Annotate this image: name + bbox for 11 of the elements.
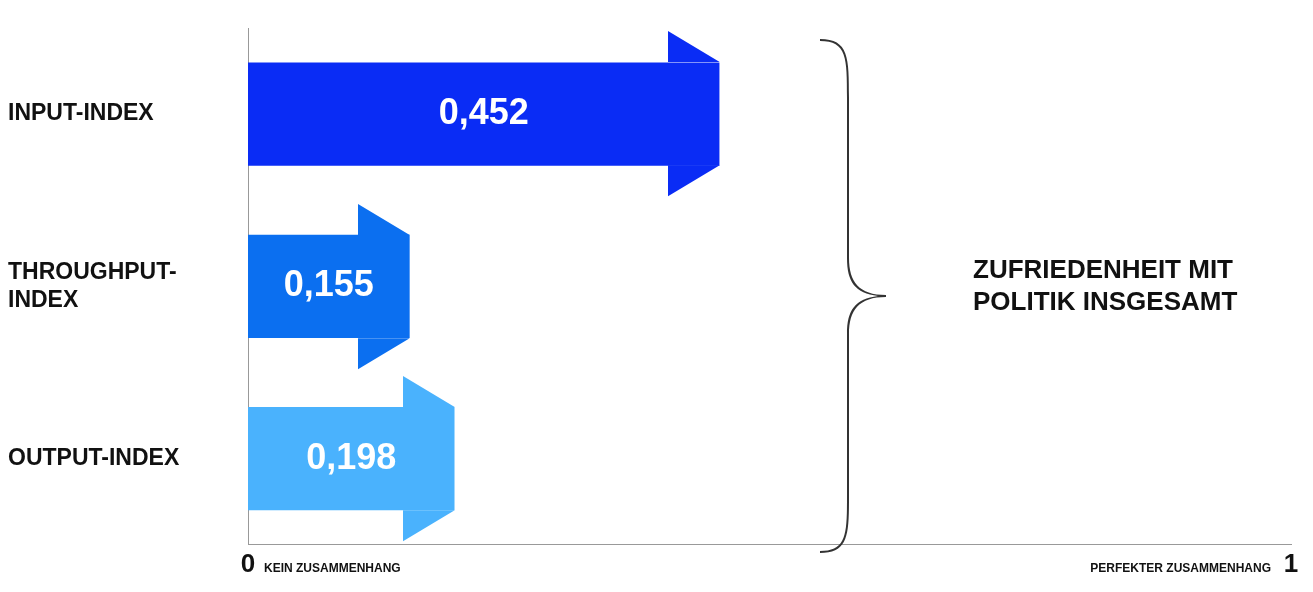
data-label: 0,452 [438, 91, 529, 133]
x-tick-label: 0 [240, 547, 256, 578]
annotation: ZUFRIEDENHEIT MIT POLITIK INSGESAMT [973, 253, 1238, 316]
y-tick-label: THROUGHPUT-INDEX [8, 257, 177, 312]
text: KEIN ZUSAMMENHANG [264, 561, 401, 576]
data-label: 0,155 [283, 263, 374, 305]
x-tick-label: 1 [1283, 547, 1299, 578]
text: PERFEKTER ZUSAMMENHANG [1090, 561, 1271, 576]
y-tick-label: INPUT-INDEX [8, 99, 155, 126]
data-label: 0,198 [306, 435, 397, 477]
y-tick-label: OUTPUT-INDEX [8, 444, 180, 471]
